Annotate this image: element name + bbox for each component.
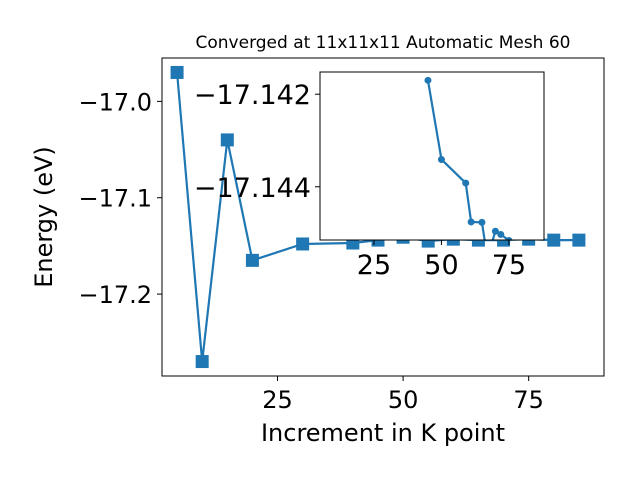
main-plot-frame xyxy=(161,57,605,377)
main-x-ticks: 25 50 75 xyxy=(262,376,544,414)
main-y-ticks: −17.0 −17.1 −17.2 xyxy=(78,88,162,309)
x-tick-label: 75 xyxy=(492,250,526,281)
data-point xyxy=(467,218,475,226)
data-point xyxy=(437,155,445,163)
inset-plot: 25 50 75 −17.144 −17.142 xyxy=(194,71,545,281)
data-point xyxy=(505,236,513,240)
inset-y-ticks: −17.144 −17.142 xyxy=(194,80,320,204)
data-point xyxy=(170,65,184,79)
x-tick-label: 75 xyxy=(513,386,544,414)
data-point xyxy=(245,253,259,267)
x-tick-label: 25 xyxy=(357,250,391,281)
y-tick-label: −17.142 xyxy=(194,80,311,111)
inset-plot-frame xyxy=(319,71,545,241)
y-tick-label: −17.144 xyxy=(194,173,311,204)
data-point xyxy=(497,230,505,238)
data-point xyxy=(296,237,310,251)
y-tick-label: −17.1 xyxy=(78,185,152,213)
data-point xyxy=(547,233,561,247)
data-point xyxy=(195,355,209,369)
chart-title: Converged at 11x11x11 Automatic Mesh 60 xyxy=(196,33,571,53)
data-point xyxy=(424,76,432,84)
data-point xyxy=(462,179,470,187)
x-tick-label: 50 xyxy=(388,386,419,414)
inset-plot-area xyxy=(320,72,544,240)
data-point xyxy=(220,133,234,147)
y-tick-label: −17.2 xyxy=(78,281,152,309)
data-point xyxy=(491,227,499,235)
inset-x-ticks: 25 50 75 xyxy=(357,240,526,281)
y-tick-label: −17.0 xyxy=(78,88,152,116)
data-point xyxy=(478,218,486,226)
x-axis-label: Increment in K point xyxy=(261,419,505,447)
x-tick-label: 50 xyxy=(424,250,458,281)
data-point xyxy=(572,233,586,247)
y-axis-label: Energy (eV) xyxy=(30,146,58,288)
inset-series xyxy=(424,76,513,240)
x-tick-label: 25 xyxy=(262,386,293,414)
